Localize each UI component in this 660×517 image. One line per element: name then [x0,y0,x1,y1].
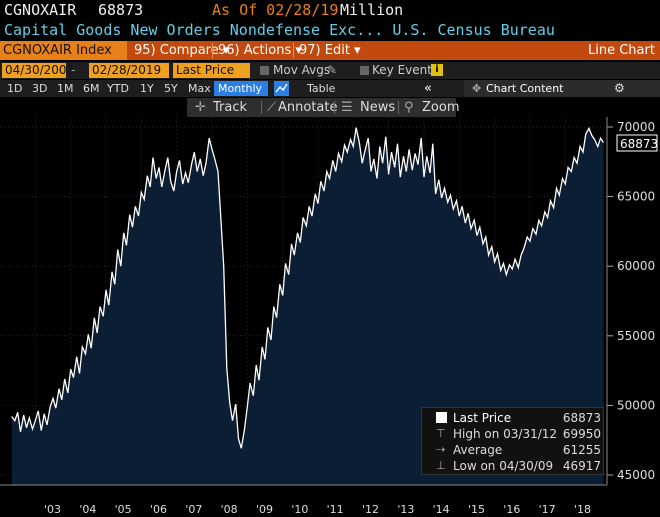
x-tick-label: '05 [115,503,132,516]
x-tick-label: '18 [574,503,591,516]
y-tick-label: 50000 [617,398,655,412]
legend-average: ⇢ Average 61255 [422,442,605,458]
line-chart-icon[interactable] [274,81,289,96]
pencil-icon[interactable]: ✎ [327,63,338,77]
legend-label: High on 03/31/12 [453,427,558,441]
separator [334,101,335,114]
x-tick-label: '13 [397,503,414,516]
key-events-checkbox[interactable] [360,66,369,75]
x-tick-label: '07 [185,503,202,516]
y-tick-label: 55000 [617,329,655,343]
news-button[interactable]: News [360,100,396,115]
x-tick-label: '08 [221,503,238,516]
x-axis: '03 '04 '05 '06 '07 '08 '09 '10 '11 '12 '13 '14 '15 '… [0,484,607,516]
high-marker-icon: ⊤ [436,427,446,440]
x-tick-label: '04 [79,503,96,516]
legend-high: ⊤ High on 03/31/12 69950 [422,426,605,442]
x-tick-label: '17 [539,503,556,516]
separator [261,101,262,114]
frequency-dropdown[interactable]: Monthly ▼ [214,81,268,110]
chart-content-label: Chart Content [486,82,564,95]
ticker-symbol: CGNOXAIR [4,1,77,19]
info-icon[interactable]: i [431,64,443,76]
period-5y[interactable]: 5Y [164,82,178,95]
legend-low: ⊥ Low on 04/30/09 46917 [422,458,605,474]
end-date-field[interactable]: 02/28/2019 [89,63,169,78]
legend-value: 61255 [562,443,601,457]
chart-content-header: « ✥ Chart Content ⚙ [424,80,660,97]
x-tick-label: '12 [362,503,379,516]
table-button[interactable]: Table [307,82,336,95]
actions-button[interactable]: 96) Actions ▾ [218,43,302,58]
series-description: Capital Goods New Orders Nondefense Exc.… [4,21,555,39]
x-tick-label: '06 [150,503,167,516]
separator [212,43,213,58]
y-axis: 70000 65000 60000 55000 50000 45000 [606,117,655,485]
line-chart[interactable]: 70000 65000 60000 55000 50000 45000 '03 '04 '05… [0,117,660,517]
legend-value: 69950 [562,427,601,441]
zoom-icon[interactable]: ⚲ [404,100,414,115]
average-marker-icon: ⇢ [436,443,446,456]
key-events-label: Key Events [372,63,439,77]
gear-icon[interactable]: ⚙ [614,81,625,95]
edit-button[interactable]: 97) Edit ▾ [299,43,361,58]
annotate-button[interactable]: Annotate [278,100,338,115]
period-bar: 1D 3D 1M 6M YTD 1Y 5Y Max Monthly ▼ Tabl… [0,80,660,110]
chart-legend[interactable]: Last Price 68873 ⊤ High on 03/31/12 6995… [421,407,604,475]
period-3d[interactable]: 3D [32,82,48,95]
legend-label: Last Price [453,411,512,425]
last-value: 68873 [98,1,144,19]
as-of-date: As Of 02/28/19 [212,1,339,19]
y-tick-label: 70000 [617,120,655,134]
field-selector[interactable]: Last Price [173,63,250,78]
last-value-label: 68873 [620,137,658,151]
x-tick-label: '16 [503,503,520,516]
expand-icon[interactable]: ✥ [472,82,482,95]
series-area [11,127,604,485]
legend-value: 46917 [562,459,601,473]
date-range-dash: - [71,63,76,77]
y-tick-label: 45000 [617,468,655,482]
chart-toolbar: ✛ Track ⟋ Annotate ☰ News ⚲ Zoom [187,98,460,117]
command-bar: CGNOXAIR Index 95) Compare ▾ 96) Actions… [0,41,660,60]
last-value-tag: 68873 [616,134,658,152]
mov-avgs-label: Mov Avgs [273,63,331,77]
series-line [11,126,605,449]
y-tick-label: 60000 [617,259,655,273]
low-marker-icon: ⊥ [436,459,446,472]
view-selector[interactable]: Line Chart [588,43,655,58]
period-1d[interactable]: 1D [7,82,23,95]
separator [398,101,399,114]
zoom-button[interactable]: Zoom [422,100,460,115]
period-1m[interactable]: 1M [57,82,74,95]
x-tick-label: '15 [468,503,485,516]
legend-last-price: Last Price 68873 [422,410,605,426]
unit-label: Million [340,1,404,19]
period-max[interactable]: Max [188,82,211,95]
legend-value: 68873 [562,411,601,425]
x-tick-label: '10 [291,503,308,516]
white-square-icon [436,412,447,423]
mov-avgs-checkbox[interactable] [260,66,269,75]
compare-button[interactable]: 95) Compare ▾ [134,43,230,58]
start-date-field[interactable]: 04/30/2002 [2,63,74,78]
y-tick-label: 65000 [617,190,655,204]
news-icon[interactable]: ☰ [341,100,353,115]
collapse-icon[interactable]: « [424,81,432,96]
date-bar: 04/30/2002 - 02/28/2019 Last Price Mov A… [0,62,660,79]
security-field[interactable]: CGNOXAIR Index [0,41,127,60]
x-tick-label: '03 [44,503,61,516]
x-tick-label: '11 [327,503,344,516]
legend-label: Low on 04/30/09 [453,459,554,473]
crosshair-icon[interactable]: ✛ [195,100,206,115]
separator [293,43,294,58]
period-1y[interactable]: 1Y [140,82,154,95]
x-tick-label: '14 [433,503,450,516]
period-6m[interactable]: 6M [83,82,100,95]
x-tick-label: '09 [256,503,273,516]
legend-label: Average [453,443,503,457]
track-button[interactable]: Track [213,100,248,115]
annotate-icon[interactable]: ⟋ [267,100,277,115]
period-ytd[interactable]: YTD [107,82,129,95]
